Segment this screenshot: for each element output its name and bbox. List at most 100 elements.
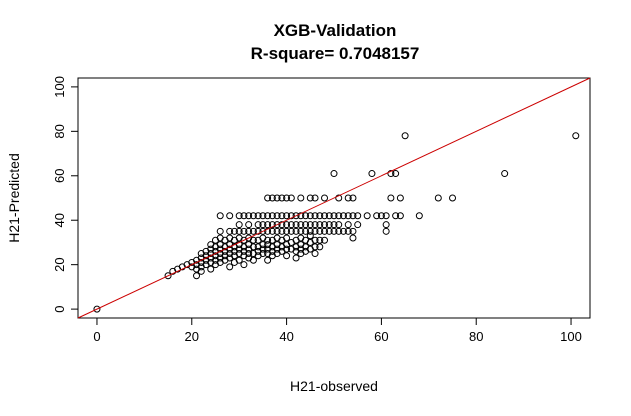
- data-point: [321, 221, 329, 229]
- data-point: [287, 194, 295, 202]
- data-point: [283, 221, 291, 229]
- data-point: [335, 221, 343, 229]
- data-point: [230, 227, 238, 235]
- data-point: [235, 227, 243, 235]
- data-point: [283, 234, 291, 242]
- data-point: [259, 245, 267, 253]
- reference-line-layer: [77, 77, 591, 319]
- data-point: [273, 227, 281, 235]
- data-point: [245, 250, 253, 258]
- data-point: [226, 263, 234, 271]
- data-point: [306, 232, 314, 240]
- data-point: [245, 227, 253, 235]
- y-tick-label: 0: [52, 305, 67, 312]
- data-point: [373, 212, 381, 220]
- data-point: [283, 212, 291, 220]
- x-axis-label: H21-observed: [290, 378, 378, 394]
- data-point: [273, 194, 281, 202]
- data-point: [387, 170, 395, 178]
- data-point: [297, 194, 305, 202]
- data-point: [235, 256, 243, 264]
- data-point: [330, 212, 338, 220]
- data-point: [325, 221, 333, 229]
- data-point: [283, 245, 291, 253]
- data-point: [249, 227, 257, 235]
- data-point: [259, 221, 267, 229]
- data-points: [93, 132, 580, 313]
- data-point: [321, 236, 329, 244]
- y-tick-label: 20: [52, 257, 67, 271]
- data-point: [316, 227, 324, 235]
- data-point: [278, 194, 286, 202]
- data-point: [344, 227, 352, 235]
- data-point: [368, 170, 376, 178]
- data-point: [330, 170, 338, 178]
- data-point: [245, 212, 253, 220]
- data-point: [449, 194, 457, 202]
- data-point: [297, 212, 305, 220]
- data-point: [249, 256, 257, 264]
- data-point: [292, 221, 300, 229]
- data-point: [321, 212, 329, 220]
- data-point: [297, 221, 305, 229]
- data-point: [572, 132, 580, 140]
- data-point: [311, 221, 319, 229]
- data-point: [330, 221, 338, 229]
- data-point: [321, 227, 329, 235]
- data-point: [197, 267, 205, 275]
- data-point: [339, 227, 347, 235]
- data-point: [311, 227, 319, 235]
- data-point: [316, 221, 324, 229]
- data-point: [268, 221, 276, 229]
- y-tick-label: 80: [52, 124, 67, 138]
- data-point: [249, 212, 257, 220]
- data-point: [245, 221, 253, 229]
- x-tick-label: 80: [469, 329, 483, 344]
- data-point: [387, 194, 395, 202]
- data-point: [392, 170, 400, 178]
- y-tick-label: 60: [52, 169, 67, 183]
- x-tick-label: 100: [560, 329, 582, 344]
- data-point: [292, 212, 300, 220]
- data-point: [235, 221, 243, 229]
- data-point: [254, 212, 262, 220]
- data-point: [311, 194, 319, 202]
- data-point: [283, 252, 291, 260]
- data-point: [363, 212, 371, 220]
- data-point: [396, 194, 404, 202]
- data-point: [254, 221, 262, 229]
- chart-subtitle: R-square= 0.7048157: [251, 44, 420, 63]
- data-point: [501, 170, 509, 178]
- x-tick-label: 20: [185, 329, 199, 344]
- data-point: [311, 243, 319, 251]
- data-point: [382, 227, 390, 235]
- data-point: [335, 194, 343, 202]
- data-point: [278, 221, 286, 229]
- data-point: [382, 221, 390, 229]
- data-point: [264, 227, 272, 235]
- data-point: [325, 227, 333, 235]
- y-tick-label: 100: [52, 76, 67, 98]
- data-point: [311, 250, 319, 258]
- data-point: [344, 194, 352, 202]
- data-point: [344, 212, 352, 220]
- y-axis: 0 20 40 60 80 100: [52, 76, 79, 313]
- data-point: [273, 212, 281, 220]
- x-axis: 0 20 40 60 80 100: [93, 317, 582, 344]
- data-point: [392, 212, 400, 220]
- data-point: [264, 194, 272, 202]
- data-point: [316, 236, 324, 244]
- y-tick-label: 40: [52, 213, 67, 227]
- data-point: [93, 305, 101, 313]
- data-point: [254, 227, 262, 235]
- data-point: [306, 221, 314, 229]
- data-point: [264, 221, 272, 229]
- data-point: [396, 212, 404, 220]
- data-point: [292, 227, 300, 235]
- data-point: [235, 212, 243, 220]
- data-point: [302, 227, 310, 235]
- data-point: [344, 221, 352, 229]
- data-point: [330, 227, 338, 235]
- reference-line: [77, 77, 591, 319]
- data-point: [316, 243, 324, 251]
